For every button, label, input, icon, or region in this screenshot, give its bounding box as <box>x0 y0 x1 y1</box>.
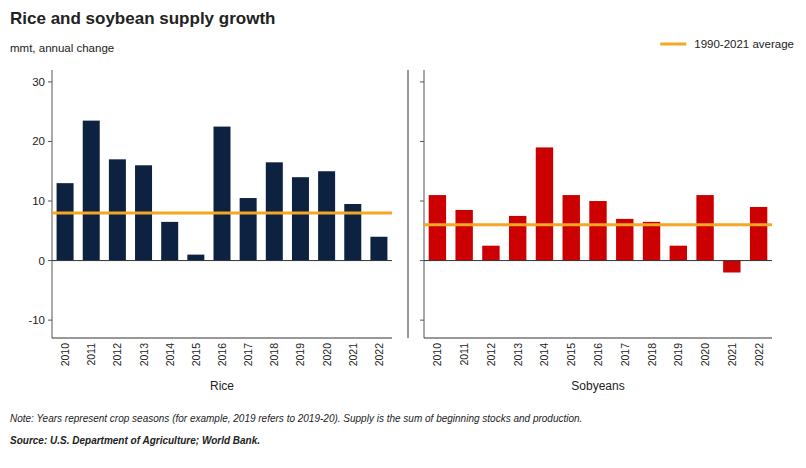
bar <box>670 246 687 261</box>
bar <box>292 177 309 260</box>
title: Rice and soybean supply growth <box>10 9 275 28</box>
bar <box>482 246 499 261</box>
x-tick-label: 2013 <box>512 343 524 367</box>
y-tick-label: 30 <box>32 76 45 88</box>
x-axis-line <box>52 338 392 339</box>
x-tick-label: 2010 <box>431 343 443 367</box>
bar <box>214 127 231 261</box>
x-tick-label: 2013 <box>138 343 150 367</box>
x-tick-label: 2012 <box>111 343 123 367</box>
bar <box>83 121 100 261</box>
y-tick-label: -10 <box>28 314 45 326</box>
x-tick-label: 2012 <box>485 343 497 367</box>
x-tick-label: 2016 <box>592 343 604 367</box>
bar <box>750 207 767 261</box>
y-axis-line <box>52 70 53 338</box>
x-tick-label: 2019 <box>672 343 684 367</box>
legend-label: 1990-2021 average <box>694 38 794 50</box>
x-tick-label: 2018 <box>268 343 280 367</box>
y-tick-label: 10 <box>32 195 45 207</box>
bar <box>509 216 526 261</box>
average-line <box>424 223 772 226</box>
x-tick-label: 2020 <box>321 343 333 367</box>
x-tick-label: 2017 <box>619 343 631 367</box>
annotation: Source: U.S. Department of Agriculture; … <box>10 435 260 446</box>
x-tick-label: 2011 <box>85 343 97 366</box>
marks <box>52 121 392 261</box>
chart-svg: Rice and soybean supply growth mmt, annua… <box>0 0 806 468</box>
bar <box>318 171 335 260</box>
y-tick-label: 0 <box>39 255 45 267</box>
y-tick <box>420 81 424 82</box>
x-tick-label: 2022 <box>753 343 765 367</box>
x-tick-label: 2015 <box>565 343 577 367</box>
x-tick-label: 2017 <box>242 343 254 367</box>
y-tick-label: 20 <box>32 135 45 147</box>
average-line <box>52 211 392 214</box>
x-tick-label: 2010 <box>59 343 71 367</box>
x-tick-label: 2015 <box>190 343 202 367</box>
bar <box>187 255 204 261</box>
bar <box>589 201 606 261</box>
x-tick-label: 2014 <box>538 343 550 367</box>
panel-separator <box>408 70 409 338</box>
y-axis-line <box>424 70 425 338</box>
legend-swatch <box>660 43 686 46</box>
x-tick-label: 2014 <box>164 343 176 367</box>
x-tick-label: 2022 <box>373 343 385 367</box>
bar <box>161 222 178 261</box>
bar <box>240 198 257 261</box>
bar <box>57 183 74 260</box>
bar <box>370 237 387 261</box>
x-tick-label: 2021 <box>726 343 738 367</box>
annotation: Note: Years represent crop seasons (for … <box>10 413 582 424</box>
bar <box>563 195 580 261</box>
x-tick-label: 2018 <box>646 343 658 367</box>
bar <box>723 261 740 273</box>
y-tick <box>420 320 424 321</box>
x-axis-line <box>424 338 772 339</box>
bar <box>455 210 472 261</box>
x-tick-label: 2019 <box>294 343 306 367</box>
bar <box>536 147 553 260</box>
y-tick <box>420 141 424 142</box>
marks <box>424 147 772 272</box>
bar <box>429 195 446 261</box>
bar <box>696 195 713 261</box>
y-tick <box>48 201 52 202</box>
y-tick <box>48 320 52 321</box>
baseline <box>424 260 772 261</box>
x-axis-label: Rice <box>210 379 234 393</box>
y-tick <box>48 260 52 261</box>
x-tick-label: 2021 <box>347 343 359 367</box>
y-tick <box>48 141 52 142</box>
bar <box>109 159 126 260</box>
y-axis-label: mmt, annual change <box>10 42 114 54</box>
x-tick-label: 2011 <box>458 343 470 366</box>
y-tick <box>420 201 424 202</box>
x-tick-label: 2016 <box>216 343 228 367</box>
baseline <box>52 260 392 261</box>
y-tick <box>48 81 52 82</box>
x-tick-label: 2020 <box>699 343 711 367</box>
x-axis-label: Sobyeans <box>571 379 624 393</box>
bar <box>643 222 660 261</box>
y-tick <box>420 260 424 261</box>
panel: 2010 2011 2012 2013 2014 2015 2016 2017 2018 2019… <box>420 70 772 393</box>
legend: 1990-2021 average <box>660 38 794 50</box>
panel: -10 0 10 20 30 2010 2011 2012 2013 2014 2015 2016 20… <box>28 70 392 393</box>
